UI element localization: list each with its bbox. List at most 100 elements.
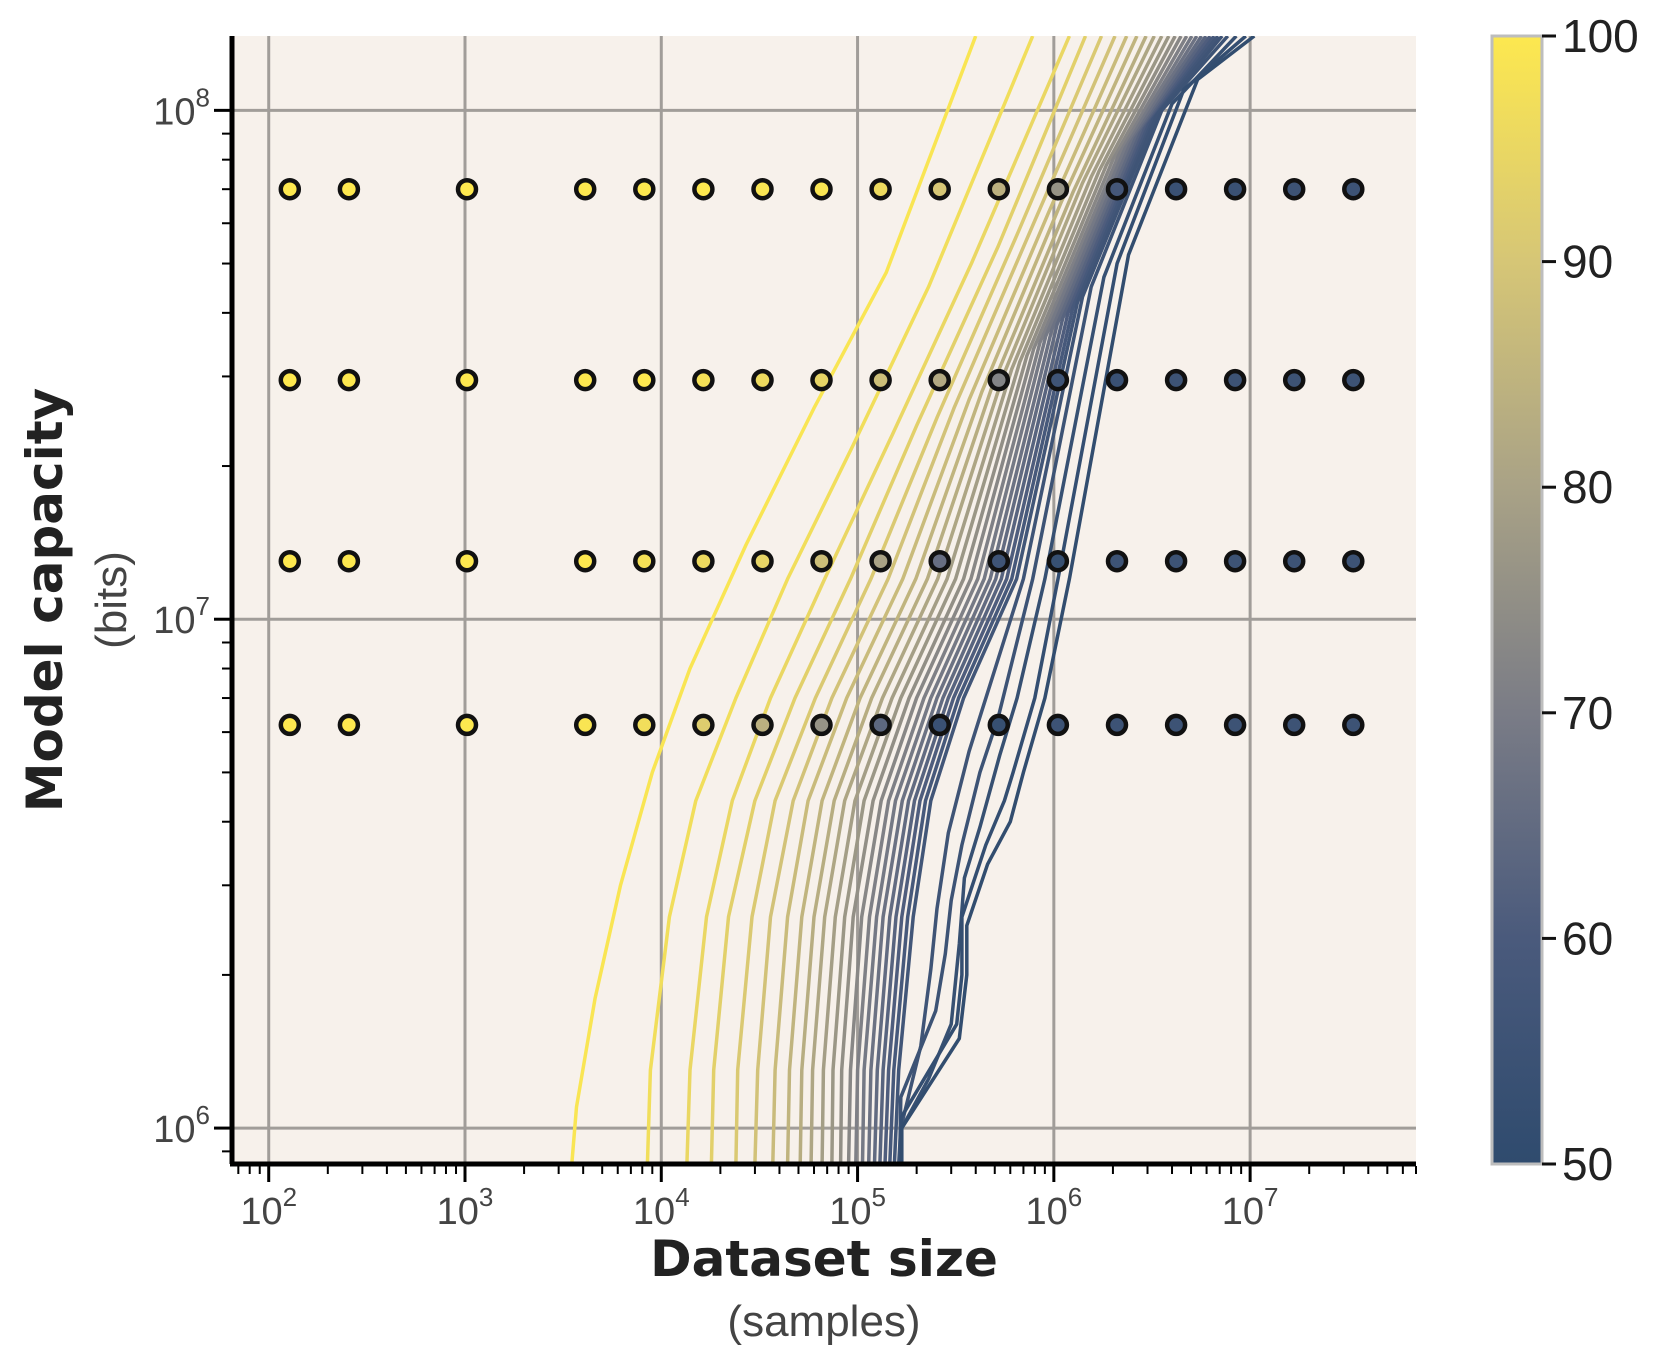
contour-line [899, 36, 1247, 1164]
colorbar-gradient [1490, 34, 1544, 1166]
data-point [1342, 368, 1365, 392]
contour-line [771, 36, 1129, 1164]
contour-line [872, 36, 1203, 1164]
x-axis-ticks: 102 103 104 105 106 107 [237, 1166, 1417, 1233]
data-point [278, 713, 302, 737]
data-point [573, 713, 597, 737]
data-point [928, 177, 951, 201]
data-point [810, 713, 833, 737]
colorbar-ticks: 50 60 70 80 90 100 [1542, 10, 1639, 1190]
x-axis-unit: (samples) [727, 1297, 920, 1346]
contour-line [866, 36, 1199, 1164]
y-tick-label: 106 [153, 1100, 210, 1151]
data-point [1342, 713, 1365, 737]
contour-line [892, 36, 1220, 1164]
data-point [869, 177, 892, 201]
data-point [810, 549, 833, 573]
contour-line [846, 36, 1183, 1164]
data-point [751, 368, 774, 392]
data-point [337, 368, 361, 392]
data-point [810, 177, 833, 201]
data-point [928, 713, 951, 737]
contour-line [820, 36, 1164, 1164]
data-point [692, 368, 715, 392]
colorbar-tick-label: 100 [1562, 10, 1639, 62]
data-point [1046, 368, 1070, 392]
contour-line [854, 36, 1189, 1164]
contour-line [709, 36, 1088, 1164]
colorbar-tick-label: 70 [1562, 687, 1613, 739]
data-point [278, 177, 302, 201]
contour-line [809, 36, 1156, 1164]
axes [229, 36, 1416, 1167]
colorbar-tick-label: 90 [1562, 236, 1613, 288]
data-point [1282, 549, 1306, 573]
data-point [1164, 177, 1188, 201]
plot-area [232, 36, 1416, 1164]
data-point [928, 368, 951, 392]
y-axis-title: Model capacity [16, 388, 74, 813]
data-point [573, 177, 597, 201]
data-point [987, 549, 1011, 573]
data-point [633, 368, 656, 392]
data-point [751, 713, 774, 737]
data-point [573, 368, 597, 392]
contour-line [860, 36, 1194, 1164]
data-point [1105, 368, 1129, 392]
data-point [1105, 713, 1129, 737]
data-point [1223, 177, 1247, 201]
data-point [928, 549, 951, 573]
data-point [337, 549, 361, 573]
contour-line [896, 36, 1224, 1164]
data-point [1164, 368, 1188, 392]
data-point [751, 549, 774, 573]
contour-line [734, 36, 1104, 1164]
y-tick-label: 107 [153, 591, 210, 642]
data-point [810, 368, 833, 392]
data-point [1282, 177, 1306, 201]
data-point [278, 549, 302, 573]
data-point [455, 713, 479, 737]
data-point [692, 713, 715, 737]
data-point [987, 177, 1011, 201]
data-point [337, 713, 361, 737]
x-tick-label: 105 [829, 1182, 886, 1233]
data-point [1046, 177, 1070, 201]
data-point [1223, 549, 1247, 573]
data-point [869, 713, 892, 737]
data-point [869, 549, 892, 573]
y-axis-ticks: 106 107 108 [153, 82, 230, 1153]
contour-line [897, 36, 1230, 1164]
data-point [1342, 549, 1365, 573]
x-axis-title: Dataset size [650, 1230, 998, 1288]
y-tick-label: 108 [153, 82, 210, 133]
data-point [633, 549, 656, 573]
data-point [1223, 713, 1247, 737]
data-point [1105, 549, 1129, 573]
colorbar-tick-label: 60 [1562, 912, 1613, 964]
contour-line [838, 36, 1177, 1164]
data-point [1282, 368, 1306, 392]
data-point [573, 549, 597, 573]
data-point [1105, 177, 1129, 201]
data-point [1282, 713, 1306, 737]
colorbar-tick-label: 80 [1562, 461, 1613, 513]
data-point [987, 713, 1011, 737]
data-point [455, 177, 479, 201]
contour-line [900, 36, 1256, 1164]
contour-line [899, 36, 1238, 1164]
data-point [633, 177, 656, 201]
data-point [278, 368, 302, 392]
colorbar: 50 60 70 80 90 100 [1490, 10, 1639, 1190]
data-point [1046, 713, 1070, 737]
contour-line [798, 36, 1148, 1164]
colorbar-tick-label: 50 [1562, 1138, 1613, 1190]
contour-line [753, 36, 1117, 1164]
x-tick-label: 102 [240, 1182, 297, 1233]
contour-line [645, 36, 1035, 1164]
data-point [1046, 549, 1070, 573]
x-tick-label: 104 [633, 1182, 690, 1233]
data-point [455, 368, 479, 392]
data-point [869, 368, 892, 392]
